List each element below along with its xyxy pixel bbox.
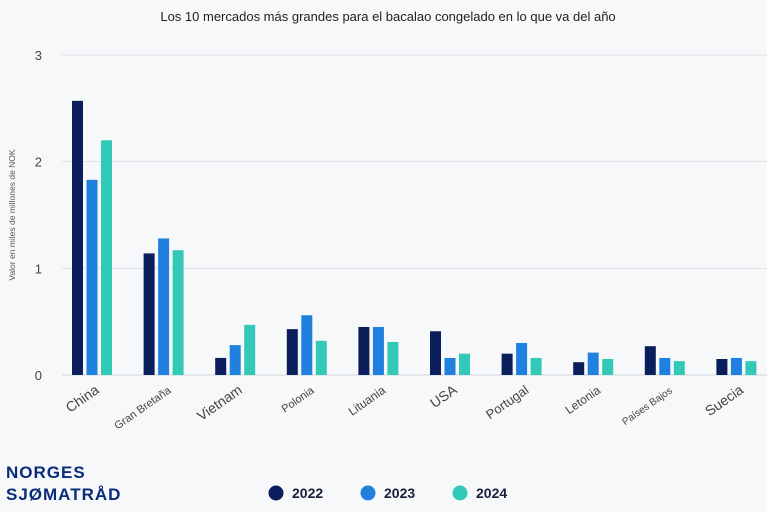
bar-2024-polonia xyxy=(315,340,327,375)
chart-title: Los 10 mercados más grandes para el baca… xyxy=(160,9,615,24)
bar-2023-china xyxy=(86,179,98,375)
legend-marker xyxy=(360,485,376,501)
legend-label: 2023 xyxy=(384,485,415,501)
bar-2022-países-bajos xyxy=(644,346,656,375)
x-tick-labels: China Gran Bretaña Vietnam Polonia Lituania U… xyxy=(63,381,747,432)
x-tick-label: USA xyxy=(427,381,460,411)
y-tick-label: 2 xyxy=(35,155,42,170)
x-tick-label: China xyxy=(63,381,102,415)
bar-2023-portugal xyxy=(516,343,528,375)
y-tick-label: 1 xyxy=(35,261,42,276)
bar-2022-usa xyxy=(430,331,441,375)
bar-2024-lituania xyxy=(387,341,399,375)
bar-2023-lituania xyxy=(372,327,384,375)
bar-2022-portugal xyxy=(501,353,513,375)
bar-2023-suecia xyxy=(730,357,742,375)
bar-2024-gran-bretaña xyxy=(172,250,184,375)
y-tick-label: 0 xyxy=(35,368,42,383)
bar-2022-china xyxy=(72,100,83,375)
x-tick-label: Polonia xyxy=(280,384,318,415)
legend-marker xyxy=(452,485,468,501)
x-tick-label: Portugal xyxy=(483,382,531,422)
y-axis-label: Valor en miles de millones de NOK xyxy=(7,149,17,281)
bar-2024-suecia xyxy=(745,361,757,375)
logo-line2: SJØMATRÅD xyxy=(6,485,121,504)
bar-2024-letonia xyxy=(602,359,614,375)
bar-2024-china xyxy=(101,140,112,375)
brand-logo: NORGES SJØMATRÅD xyxy=(6,463,121,504)
bar-2023-usa xyxy=(444,357,456,375)
bar-2022-lituania xyxy=(358,327,370,375)
bar-2022-letonia xyxy=(573,362,585,375)
bar-2024-vietnam xyxy=(244,324,256,375)
bar-2022-polonia xyxy=(286,329,298,375)
bar-2023-vietnam xyxy=(229,345,241,375)
bar-2024-usa xyxy=(459,353,470,375)
legend-label: 2022 xyxy=(292,485,323,501)
x-tick-label: Suecia xyxy=(702,381,746,419)
bar-2023-polonia xyxy=(301,315,313,375)
x-tick-label: Lituania xyxy=(346,383,389,419)
bar-2023-países-bajos xyxy=(659,357,671,375)
bar-2022-vietnam xyxy=(215,357,227,375)
legend-marker xyxy=(268,485,284,501)
legend: 2022 2023 2024 xyxy=(268,485,507,501)
y-tick-label: 3 xyxy=(35,48,42,63)
legend-label: 2024 xyxy=(476,485,507,501)
logo-line1: NORGES xyxy=(6,463,86,482)
bar-2024-países-bajos xyxy=(673,361,685,375)
bar-2023-gran-bretaña xyxy=(158,238,170,375)
x-tick-label: Letonia xyxy=(563,383,604,417)
bars xyxy=(72,100,757,375)
bar-2024-portugal xyxy=(530,357,542,375)
x-tick-label: Gran Bretaña xyxy=(112,384,174,432)
x-tick-label: Vietnam xyxy=(194,381,245,423)
bar-2022-suecia xyxy=(716,359,728,375)
x-tick-label: Países Bajos xyxy=(620,385,674,427)
y-tick-labels: 0 1 2 3 xyxy=(35,48,42,383)
bar-2022-gran-bretaña xyxy=(143,253,155,375)
bar-2023-letonia xyxy=(587,352,599,375)
